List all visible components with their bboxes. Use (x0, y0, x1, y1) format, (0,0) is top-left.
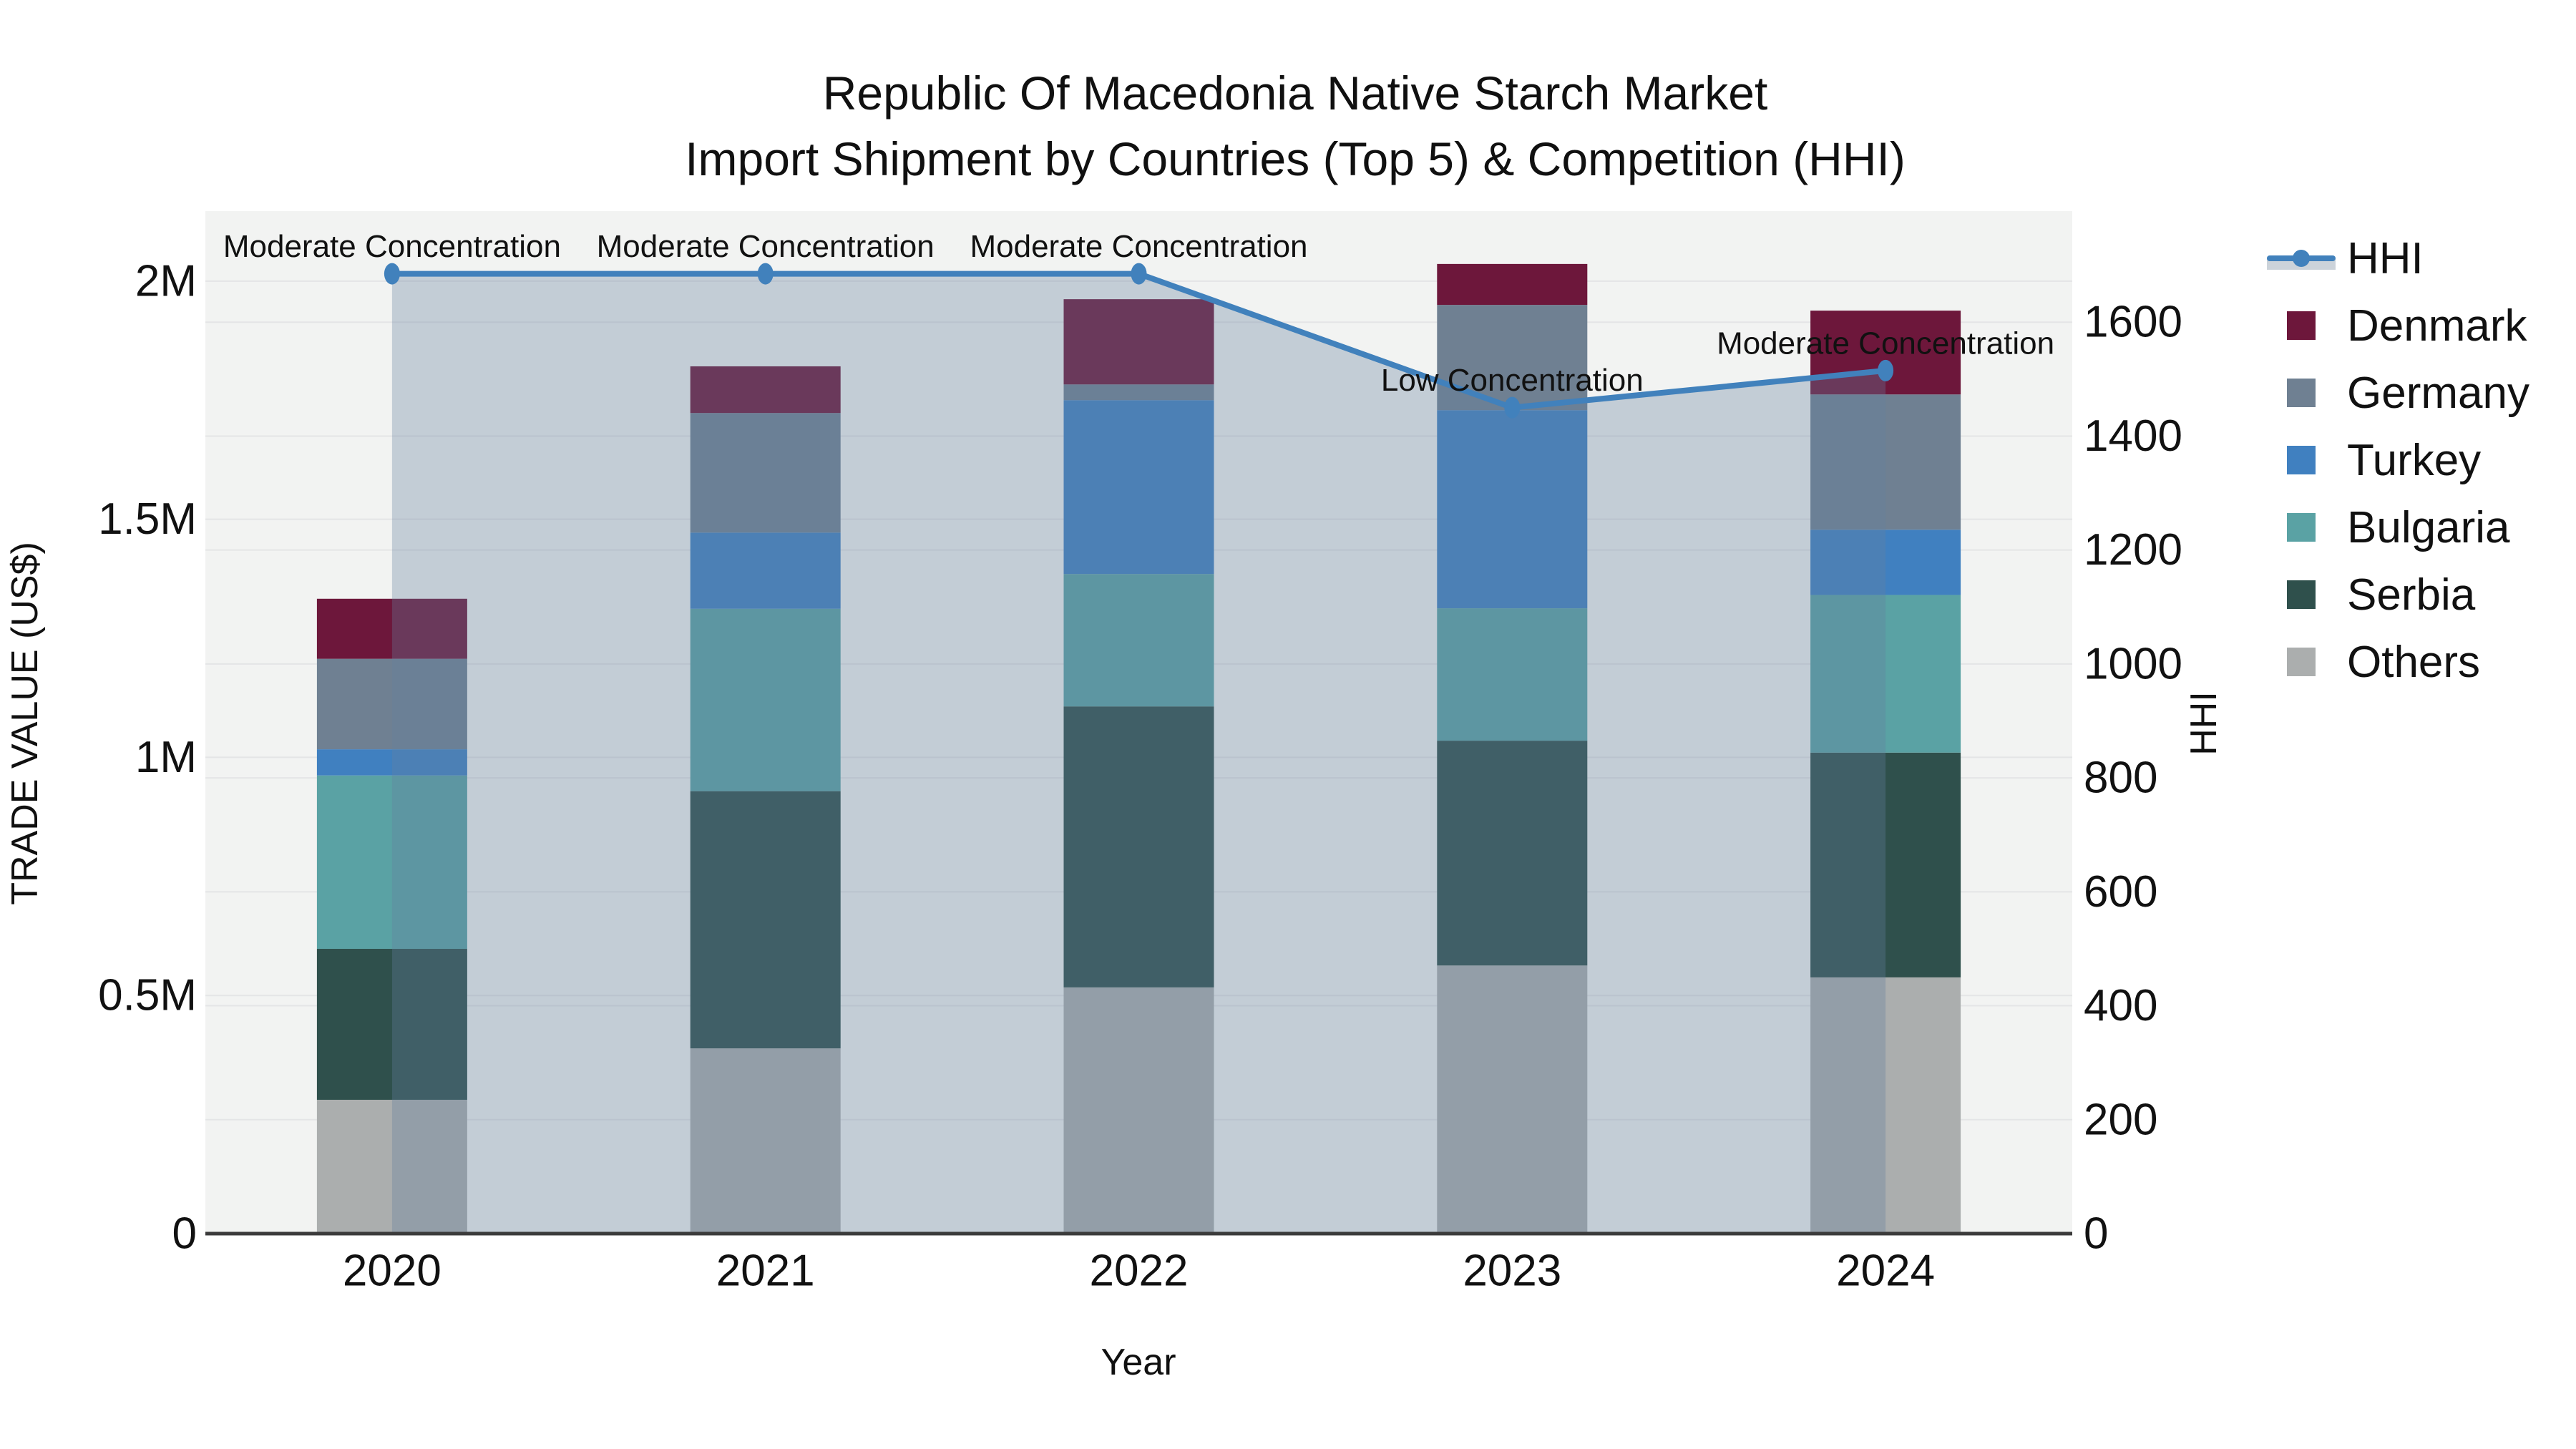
legend: HHI Denmark Germany Turkey Bulgaria Serbia Oth… (2267, 234, 2529, 707)
bar-segment-turkey-2024[interactable] (1810, 530, 1961, 595)
legend-item-others[interactable]: Others (2267, 638, 2529, 687)
annotation-2020: Moderate Concentration (223, 229, 561, 264)
bar-segment-turkey-2021[interactable] (690, 532, 841, 609)
title-block: Republic Of Macedonia Native Starch Mark… (651, 60, 1939, 192)
x-tick-label-2020: 2020 (343, 1246, 441, 1296)
bar-segment-others-2020[interactable] (316, 1099, 467, 1234)
hhi-marker-2024[interactable] (1878, 359, 1894, 381)
bar-segment-serbia-2024[interactable] (1810, 752, 1961, 977)
bar-segment-turkey-2020[interactable] (316, 749, 467, 776)
bar-segment-others-2024[interactable] (1810, 977, 1961, 1234)
y-right-tick-label: 600 (2084, 867, 2157, 917)
legend-swatch-denmark (2287, 311, 2316, 340)
chart-subtitle: Import Shipment by Countries (Top 5) & C… (685, 132, 1906, 185)
hhi-line-icon (2267, 243, 2336, 274)
y-right-tick-label: 1000 (2084, 639, 2182, 688)
legend-label-germany: Germany (2347, 368, 2529, 418)
x-axis-title: Year (1101, 1342, 1176, 1383)
bar-segment-turkey-2022[interactable] (1063, 400, 1214, 575)
bar-segment-others-2022[interactable] (1063, 987, 1214, 1234)
y-right-tick-label: 1400 (2084, 411, 2182, 461)
y-right-tick-label: 400 (2084, 981, 2157, 1030)
legend-swatch-turkey (2287, 446, 2316, 474)
bar-segment-bulgaria-2024[interactable] (1810, 595, 1961, 753)
legend-swatch-serbia (2287, 580, 2316, 609)
bar-segment-germany-2024[interactable] (1810, 394, 1961, 530)
legend-label-turkey: Turkey (2347, 435, 2482, 485)
x-tick-label-2021: 2021 (716, 1246, 815, 1296)
annotation-2022: Moderate Concentration (970, 229, 1307, 264)
hhi-marker-sample (2293, 250, 2310, 267)
hhi-marker-2021[interactable] (757, 263, 774, 285)
bar-segment-germany-2020[interactable] (316, 658, 467, 750)
y-right-tick-label: 800 (2084, 753, 2157, 803)
legend-item-hhi[interactable]: HHI (2267, 234, 2529, 283)
bar-segment-bulgaria-2023[interactable] (1437, 608, 1588, 741)
y-right-tick-label: 1200 (2084, 525, 2182, 575)
hhi-marker-2022[interactable] (1131, 263, 1147, 285)
y-left-tick-label: 0.5M (98, 971, 197, 1020)
bar-segment-serbia-2023[interactable] (1437, 741, 1588, 966)
legend-label-bulgaria: Bulgaria (2347, 502, 2510, 552)
bar-segment-serbia-2021[interactable] (690, 791, 841, 1049)
annotation-2024: Moderate Concentration (1717, 326, 2054, 361)
legend-swatch-others (2287, 648, 2316, 676)
y-axis-title-right: HHI (2183, 691, 2225, 756)
hhi-area-fill (391, 273, 1886, 1234)
y-right-tick-label: 1600 (2084, 298, 2182, 347)
legend-item-germany[interactable]: Germany (2267, 369, 2529, 418)
hhi-marker-2023[interactable] (1504, 396, 1521, 419)
y-left-tick-label: 1.5M (98, 494, 197, 544)
x-tick-label-2022: 2022 (1090, 1246, 1189, 1296)
bar-segment-bulgaria-2022[interactable] (1063, 574, 1214, 707)
y-left-tick-label: 1M (135, 733, 197, 782)
bar-segment-others-2023[interactable] (1437, 965, 1588, 1234)
bar-segment-denmark-2022[interactable] (1063, 299, 1214, 385)
bar-segment-denmark-2020[interactable] (316, 598, 467, 659)
y-left-tick-label: 0 (172, 1209, 197, 1259)
y-axis-title-left: TRADE VALUE (US$) (4, 542, 46, 905)
bar-segment-bulgaria-2020[interactable] (316, 775, 467, 949)
bar-segment-denmark-2023[interactable] (1437, 263, 1588, 306)
hhi-marker-2020[interactable] (384, 263, 400, 285)
bar-segment-serbia-2020[interactable] (316, 948, 467, 1100)
legend-item-bulgaria[interactable]: Bulgaria (2267, 502, 2529, 552)
bar-segment-bulgaria-2021[interactable] (690, 608, 841, 791)
bar-segment-denmark-2021[interactable] (690, 366, 841, 414)
legend-label-serbia: Serbia (2347, 570, 2476, 620)
y-right-tick-label: 200 (2084, 1095, 2157, 1144)
x-tick-label-2024: 2024 (1836, 1246, 1935, 1296)
bar-segment-germany-2022[interactable] (1063, 384, 1214, 401)
annotation-2021: Moderate Concentration (597, 229, 935, 264)
legend-label-hhi: HHI (2347, 233, 2424, 283)
bar-segment-germany-2021[interactable] (690, 413, 841, 533)
legend-swatch-bulgaria (2287, 513, 2316, 542)
legend-item-denmark[interactable]: Denmark (2267, 301, 2529, 351)
bar-segment-serbia-2022[interactable] (1063, 706, 1214, 987)
legend-label-denmark: Denmark (2347, 301, 2527, 351)
x-tick-label-2023: 2023 (1463, 1246, 1561, 1296)
legend-item-serbia[interactable]: Serbia (2267, 570, 2529, 620)
bar-segment-turkey-2023[interactable] (1437, 410, 1588, 609)
legend-swatch-germany (2287, 379, 2316, 407)
y-left-tick-label: 2M (135, 256, 197, 306)
y-right-tick-label: 0 (2084, 1209, 2108, 1259)
legend-item-turkey[interactable]: Turkey (2267, 436, 2529, 485)
annotation-2023: Low Concentration (1381, 363, 1644, 398)
legend-label-others: Others (2347, 637, 2481, 687)
chart-title: Republic Of Macedonia Native Starch Mark… (822, 67, 1768, 119)
bar-segment-others-2021[interactable] (690, 1048, 841, 1234)
